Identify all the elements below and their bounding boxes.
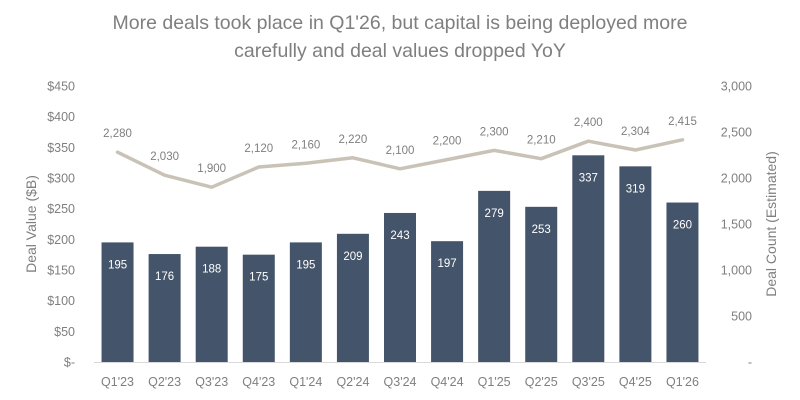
bar-value-label: 176: [155, 271, 174, 283]
line-value-label: 2,415: [668, 116, 697, 128]
x-tick-label: Q1'23: [101, 375, 134, 389]
y-right-tick-label: 1,000: [721, 264, 752, 278]
bar: [572, 155, 605, 362]
y-right-axis-title: Deal Count (Estimated): [763, 151, 779, 297]
y-right-tick-label: 1,500: [721, 218, 752, 232]
bars-group: [101, 155, 699, 362]
x-tick-label: Q2'24: [336, 375, 369, 389]
y-left-tick-label: $350: [47, 141, 75, 155]
line-value-label: 2,200: [433, 136, 462, 148]
bar-value-label: 175: [249, 272, 268, 284]
y-left-tick-label: $150: [47, 264, 75, 278]
x-tick-label: Q4'24: [431, 375, 464, 389]
x-tick-label: Q4'25: [619, 375, 652, 389]
chart-title: More deals took place in Q1'26, but capi…: [0, 9, 800, 65]
line-value-label: 2,280: [103, 128, 132, 140]
chart-title-line-1: More deals took place in Q1'26, but capi…: [112, 12, 688, 34]
line-group: [115, 138, 685, 189]
line-value-label: 2,120: [244, 143, 273, 155]
line-value-label: 2,210: [527, 135, 556, 147]
x-tick-label: Q3'25: [572, 375, 605, 389]
y-left-tick-label: $-: [64, 356, 75, 370]
y-right-tick-label: -: [748, 356, 752, 370]
line-value-label: 2,030: [150, 151, 179, 163]
y-left-axis-title: Deal Value ($B): [23, 175, 39, 273]
x-tick-label: Q4'23: [242, 375, 275, 389]
bar-value-label: 319: [626, 183, 645, 195]
bar-value-label: 279: [485, 208, 504, 220]
line-value-label: 2,220: [339, 134, 368, 146]
x-tick-label: Q2'23: [148, 375, 181, 389]
x-tick-label: Q3'23: [195, 375, 228, 389]
x-tick-label: Q1'24: [289, 375, 322, 389]
y-left-tick-label: $100: [47, 294, 75, 308]
bar: [336, 233, 369, 362]
labels-group: 195 176 188 175 195 209 243 197 279 253 337 319 260 2…: [103, 116, 697, 284]
axes-group: Q1'23 Q2'23 Q3'23 Q4'23 Q1'24 Q2'24 Q3'24 Q4'24…: [23, 80, 779, 390]
bar-value-label: 253: [532, 224, 551, 236]
bar: [101, 242, 134, 362]
y-left-tick-label: $400: [47, 110, 75, 124]
chart-title-line-2: carefully and deal values dropped YoY: [234, 40, 566, 62]
bar: [431, 241, 464, 362]
x-tick-label: Q3'24: [384, 375, 417, 389]
line-value-label: 2,160: [291, 139, 320, 151]
x-tick-label: Q2'25: [525, 375, 558, 389]
y-left-tick-label: $250: [47, 202, 75, 216]
bar-value-label: 209: [343, 251, 362, 263]
y-right-tick-label: 3,000: [721, 80, 752, 94]
x-tick-label: Q1'26: [666, 375, 699, 389]
y-left-tick-label: $450: [47, 80, 75, 94]
y-left-tick-label: $50: [54, 325, 75, 339]
x-tick-label: Q1'25: [478, 375, 511, 389]
bar: [666, 202, 699, 362]
bar: [148, 254, 181, 362]
y-right-tick-label: 2,000: [721, 172, 752, 186]
bar-value-label: 195: [108, 259, 127, 271]
bar-value-label: 188: [202, 264, 221, 276]
bar: [242, 254, 275, 362]
bar: [195, 246, 228, 362]
line-value-label: 2,304: [621, 126, 650, 138]
y-right-tick-label: 2,500: [721, 126, 752, 140]
y-left-tick-label: $300: [47, 172, 75, 186]
bar: [525, 206, 558, 362]
bar-value-label: 260: [673, 220, 692, 232]
bar-value-label: 195: [296, 259, 315, 271]
bar: [478, 190, 511, 362]
bar-value-label: 197: [437, 258, 456, 270]
bar: [289, 242, 322, 362]
y-right-tick-label: 500: [731, 310, 752, 324]
bar-value-label: 243: [390, 230, 409, 242]
bar: [619, 166, 652, 362]
bar: [384, 212, 416, 362]
line-value-label: 1,900: [197, 163, 226, 175]
bar-value-label: 337: [579, 172, 598, 184]
line-value-label: 2,100: [386, 145, 415, 157]
y-left-tick-label: $200: [47, 233, 75, 247]
line-value-label: 2,400: [574, 117, 603, 129]
line-value-label: 2,300: [480, 126, 509, 138]
